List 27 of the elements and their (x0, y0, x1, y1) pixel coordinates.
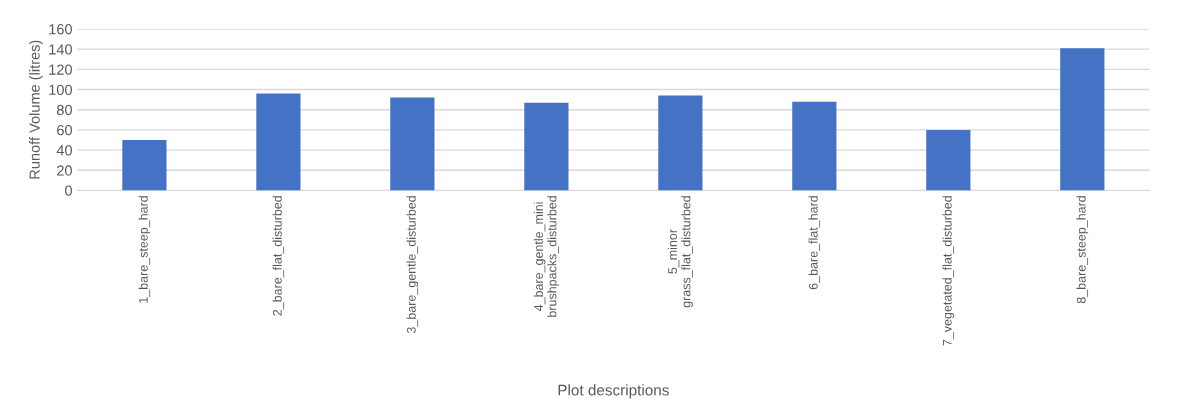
bar (390, 97, 435, 191)
bar (524, 102, 569, 191)
y-tick-label: 20 (57, 165, 72, 176)
x-axis-title: Plot descriptions (558, 384, 669, 399)
bar (1060, 48, 1105, 191)
y-axis-title: Runoff Volume (litres) (29, 40, 43, 179)
x-tick-label: 3_bare_gentle_disturbed (406, 196, 419, 334)
y-tick-label: 160 (49, 24, 72, 35)
x-tick-label: 2_bare_flat_disturbed (272, 196, 285, 316)
bar (256, 93, 301, 191)
bar (658, 95, 703, 191)
bar (792, 101, 837, 191)
y-tick-label: 120 (49, 64, 72, 75)
y-tick-label: 40 (56, 145, 72, 156)
x-tick-label: 7_vegetated_flat_disturbed (942, 196, 955, 346)
bar (122, 139, 167, 191)
x-tick-label: 4_bare_gentle_mini brushpacks_disturbed (533, 196, 559, 317)
y-tick-label: 60 (57, 124, 72, 136)
x-tick-label: 8_bare_steep_hard (1076, 196, 1089, 304)
x-tick-label: 6_bare_flat_hard (808, 196, 821, 290)
y-tick-label: 100 (49, 84, 72, 95)
y-tick-label: 80 (56, 104, 72, 116)
y-tick-label: 140 (49, 44, 72, 55)
y-tick-label: 0 (65, 185, 72, 196)
x-tick-label: 1_bare_steep_hard (138, 196, 151, 303)
x-tick-label: 5_minor grass_flat_disturbed (667, 196, 693, 308)
bar (926, 129, 971, 191)
